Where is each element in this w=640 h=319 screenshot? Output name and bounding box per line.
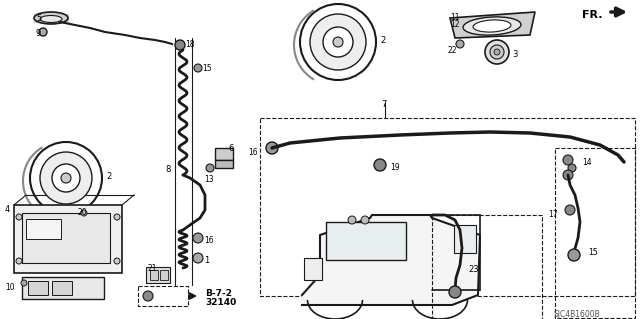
Text: 2: 2	[106, 172, 111, 181]
Text: 15: 15	[202, 64, 212, 73]
Bar	[555, 148, 635, 318]
Circle shape	[81, 210, 87, 216]
Text: 12: 12	[450, 20, 460, 29]
Circle shape	[563, 155, 573, 165]
Ellipse shape	[40, 16, 62, 23]
Text: 23: 23	[468, 265, 479, 274]
Circle shape	[456, 40, 464, 48]
Polygon shape	[450, 12, 535, 38]
Polygon shape	[302, 215, 480, 305]
Bar	[215, 160, 233, 168]
Circle shape	[361, 216, 369, 224]
Text: 15: 15	[588, 248, 598, 257]
Circle shape	[114, 258, 120, 264]
Circle shape	[206, 164, 214, 172]
Text: 17: 17	[548, 210, 558, 219]
Circle shape	[16, 258, 22, 264]
Circle shape	[333, 37, 343, 47]
Text: 3: 3	[512, 50, 517, 59]
Circle shape	[39, 28, 47, 36]
Bar	[304, 258, 322, 280]
Circle shape	[300, 4, 376, 80]
Text: 16: 16	[248, 148, 258, 157]
Bar	[28, 281, 48, 295]
Text: 32140: 32140	[205, 298, 236, 307]
Circle shape	[175, 40, 185, 50]
Text: 22: 22	[447, 46, 456, 55]
Circle shape	[143, 291, 153, 301]
Circle shape	[563, 170, 573, 180]
Text: 21: 21	[148, 264, 157, 273]
Circle shape	[374, 159, 386, 171]
Circle shape	[490, 45, 504, 59]
Text: 10: 10	[5, 283, 15, 292]
Text: 6: 6	[228, 144, 234, 153]
Bar	[454, 225, 476, 253]
Text: 19: 19	[390, 163, 399, 172]
Circle shape	[194, 64, 202, 72]
Bar	[52, 281, 72, 295]
Circle shape	[323, 27, 353, 57]
Text: 13: 13	[204, 175, 214, 184]
Text: 2: 2	[380, 36, 385, 45]
Circle shape	[114, 214, 120, 220]
Text: 14: 14	[582, 158, 591, 167]
Bar	[215, 148, 233, 160]
Text: 7: 7	[381, 100, 387, 109]
Ellipse shape	[473, 20, 511, 32]
Text: 4: 4	[5, 205, 10, 214]
Text: FR.: FR.	[582, 10, 602, 20]
Circle shape	[61, 173, 71, 183]
Text: 1: 1	[204, 256, 209, 265]
Text: SJC4B1600B: SJC4B1600B	[553, 310, 600, 319]
Bar	[150, 270, 158, 280]
Ellipse shape	[463, 17, 521, 35]
Bar	[160, 270, 168, 280]
Circle shape	[494, 49, 500, 55]
Text: 8: 8	[165, 165, 170, 174]
Circle shape	[565, 205, 575, 215]
Circle shape	[30, 142, 102, 214]
Text: 18: 18	[185, 40, 195, 49]
Circle shape	[193, 253, 203, 263]
Circle shape	[449, 286, 461, 298]
Bar	[22, 213, 110, 263]
Circle shape	[485, 40, 509, 64]
Bar	[138, 286, 188, 306]
Bar	[260, 118, 635, 296]
Circle shape	[266, 142, 278, 154]
Circle shape	[16, 214, 22, 220]
Bar	[432, 215, 542, 319]
Text: 11: 11	[450, 13, 460, 22]
Text: 20: 20	[78, 208, 88, 217]
Bar	[146, 267, 170, 283]
Circle shape	[193, 233, 203, 243]
Text: 16: 16	[204, 236, 214, 245]
Circle shape	[568, 249, 580, 261]
Circle shape	[52, 164, 80, 192]
Bar	[326, 222, 406, 260]
Ellipse shape	[34, 12, 68, 24]
Text: 9: 9	[35, 29, 40, 38]
Bar	[14, 205, 122, 273]
Bar	[22, 277, 104, 299]
Text: B-7-2: B-7-2	[205, 289, 232, 298]
Circle shape	[310, 14, 366, 70]
Text: 5: 5	[36, 14, 41, 23]
Circle shape	[21, 280, 27, 286]
Circle shape	[568, 164, 576, 172]
Circle shape	[348, 216, 356, 224]
Bar	[26, 219, 61, 239]
Circle shape	[40, 152, 92, 204]
